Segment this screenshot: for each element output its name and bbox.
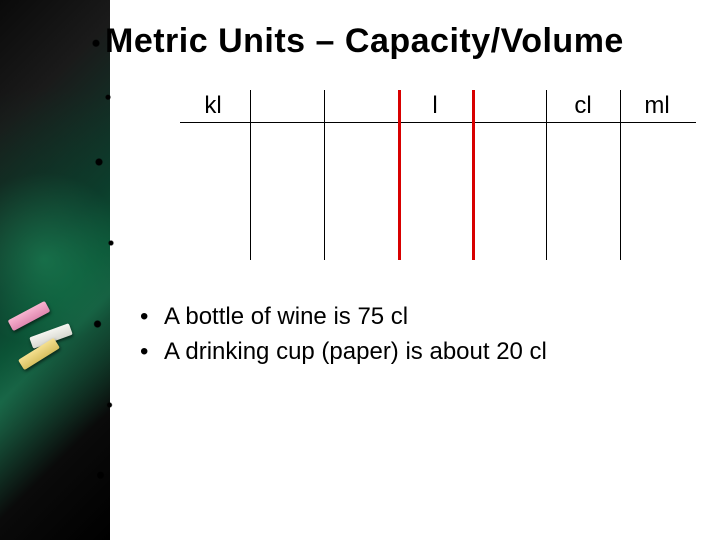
chart-vertical-line [324, 90, 325, 260]
bullet-list: •A bottle of wine is 75 cl•A drinking cu… [140, 300, 547, 370]
chart-column-label: cl [574, 92, 591, 120]
slide-content: Metric Units – Capacity/Volume kl l cl ml •… [0, 0, 720, 540]
bullet-text: A drinking cup (paper) is about 20 cl [164, 335, 547, 370]
chart-column-label: ml [644, 92, 669, 120]
chart-vertical-line [250, 90, 251, 260]
chart-horizontal-line [180, 122, 696, 123]
chart-vertical-line [398, 90, 401, 260]
bullet-text: A bottle of wine is 75 cl [164, 300, 408, 335]
bullet-item: •A drinking cup (paper) is about 20 cl [140, 335, 547, 370]
chart-vertical-line [620, 90, 621, 260]
chart-column-label: l [432, 92, 437, 120]
bullet-dot: • [140, 335, 164, 370]
chart-column-label: kl [204, 92, 221, 120]
units-chart: kl l cl ml [180, 90, 700, 280]
bullet-dot: • [140, 300, 164, 335]
slide-title: Metric Units – Capacity/Volume [105, 22, 624, 61]
chart-vertical-line [472, 90, 475, 260]
bullet-item: •A bottle of wine is 75 cl [140, 300, 547, 335]
chart-vertical-line [546, 90, 547, 260]
